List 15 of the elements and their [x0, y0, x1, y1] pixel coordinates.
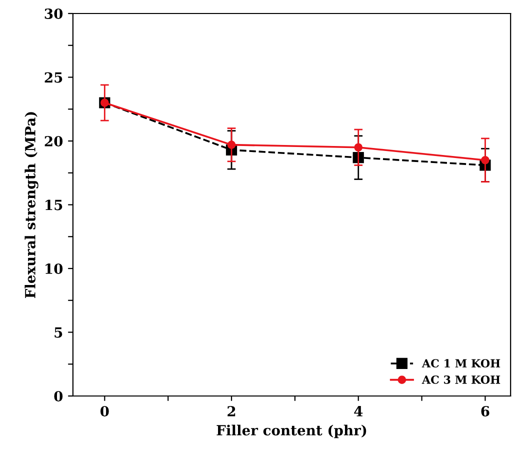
- y-axis-title: Flexural strength (MPa): [24, 112, 38, 298]
- legend-label: AC 1 M KOH: [422, 359, 500, 368]
- y-tick-label: 30: [44, 8, 63, 19]
- y-tick-label: 5: [54, 327, 62, 338]
- x-tick-label: 6: [481, 406, 490, 416]
- y-tick-label: 20: [44, 136, 63, 146]
- x-tick-label: 0: [100, 406, 109, 416]
- y-tick-label: 15: [46, 200, 62, 210]
- legend-label: AC 3 M KOH: [422, 375, 500, 384]
- y-tick-label: 25: [44, 72, 62, 83]
- y-tick-label: 0: [54, 390, 63, 402]
- x-tick-label: 2: [228, 406, 236, 416]
- y-tick-label: 10: [46, 263, 63, 274]
- x-tick-label: 4: [354, 406, 363, 416]
- x-axis-title: Filler content (phr): [216, 424, 366, 438]
